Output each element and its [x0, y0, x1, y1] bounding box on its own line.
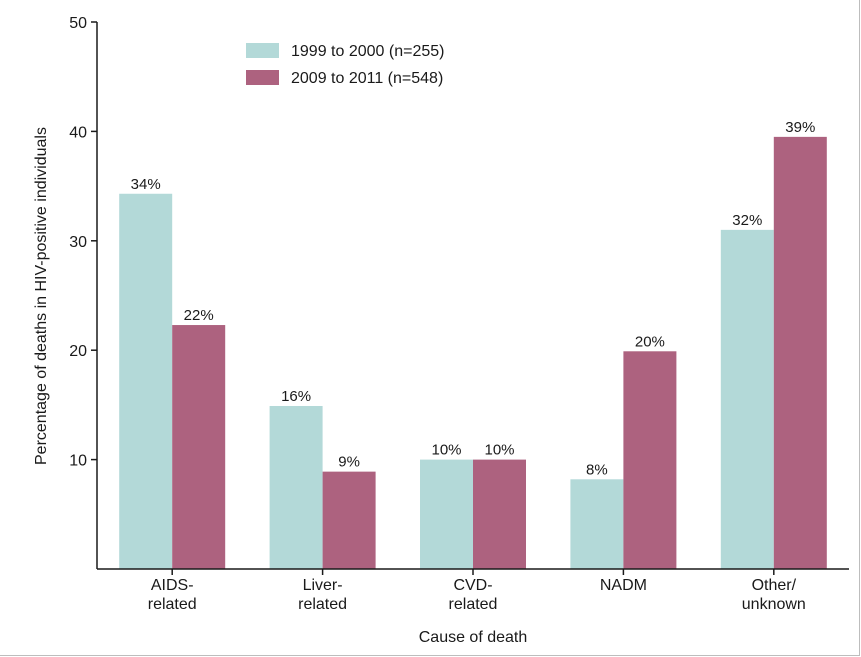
bar-2-5 — [773, 136, 827, 569]
bar-label-1-3: 10% — [431, 442, 461, 459]
x-tick-label-4: NADM — [600, 577, 647, 594]
bar-label-1-2: 16% — [281, 388, 311, 405]
bar-2-1 — [172, 325, 226, 569]
legend-label-2: 2009 to 2011 (n=548) — [291, 70, 443, 87]
x-tick-label-1: AIDS-related — [148, 577, 197, 613]
bar-labels-group: 34% 22% 16% 9% 10% 10% 8% 20% 32% 39% — [131, 119, 816, 478]
y-axis-title: Percentage of deaths in HIV-positive ind… — [33, 127, 50, 465]
y-tick-label-10: 10 — [69, 453, 87, 470]
legend-swatch-1 — [246, 43, 279, 58]
bar-1-1 — [119, 193, 173, 569]
x-tick-label-5: Other/unknown — [742, 577, 806, 613]
x-ticks-group: AIDS-related Liver-related CVD-related NADM… — [148, 569, 806, 613]
bar-2-3 — [473, 459, 526, 569]
bar-label-1-5: 32% — [732, 212, 762, 229]
x-tick-label-3: CVD-related — [449, 577, 498, 613]
x-axis-title: Cause of death — [419, 629, 528, 646]
legend: 1999 to 2000 (n=255) 2009 to 2011 (n=548) — [246, 43, 444, 87]
bar-1-3 — [420, 459, 473, 569]
bar-1-2 — [269, 405, 323, 569]
y-ticks-group: 10 20 30 40 50 — [69, 15, 97, 470]
bar-label-2-2: 9% — [338, 454, 360, 471]
legend-label-1: 1999 to 2000 (n=255) — [291, 43, 444, 60]
bar-label-1-1: 34% — [131, 176, 161, 193]
bars-group — [119, 136, 827, 570]
y-tick-label-20: 20 — [69, 343, 87, 360]
bar-label-2-1: 22% — [184, 307, 214, 324]
bar-label-2-5: 39% — [785, 119, 815, 136]
legend-swatch-2 — [246, 70, 279, 85]
x-tick-label-2: Liver-related — [298, 577, 347, 613]
bar-1-4 — [570, 479, 624, 569]
bar-1-5 — [720, 229, 774, 570]
bar-label-1-4: 8% — [586, 461, 608, 478]
y-tick-label-50: 50 — [69, 15, 87, 32]
bar-2-4 — [623, 351, 677, 569]
y-tick-label-30: 30 — [69, 234, 87, 251]
bar-label-2-4: 20% — [635, 333, 665, 350]
bar-label-2-3: 10% — [484, 442, 514, 459]
bar-2-2 — [322, 471, 376, 569]
y-tick-label-40: 40 — [69, 124, 87, 141]
